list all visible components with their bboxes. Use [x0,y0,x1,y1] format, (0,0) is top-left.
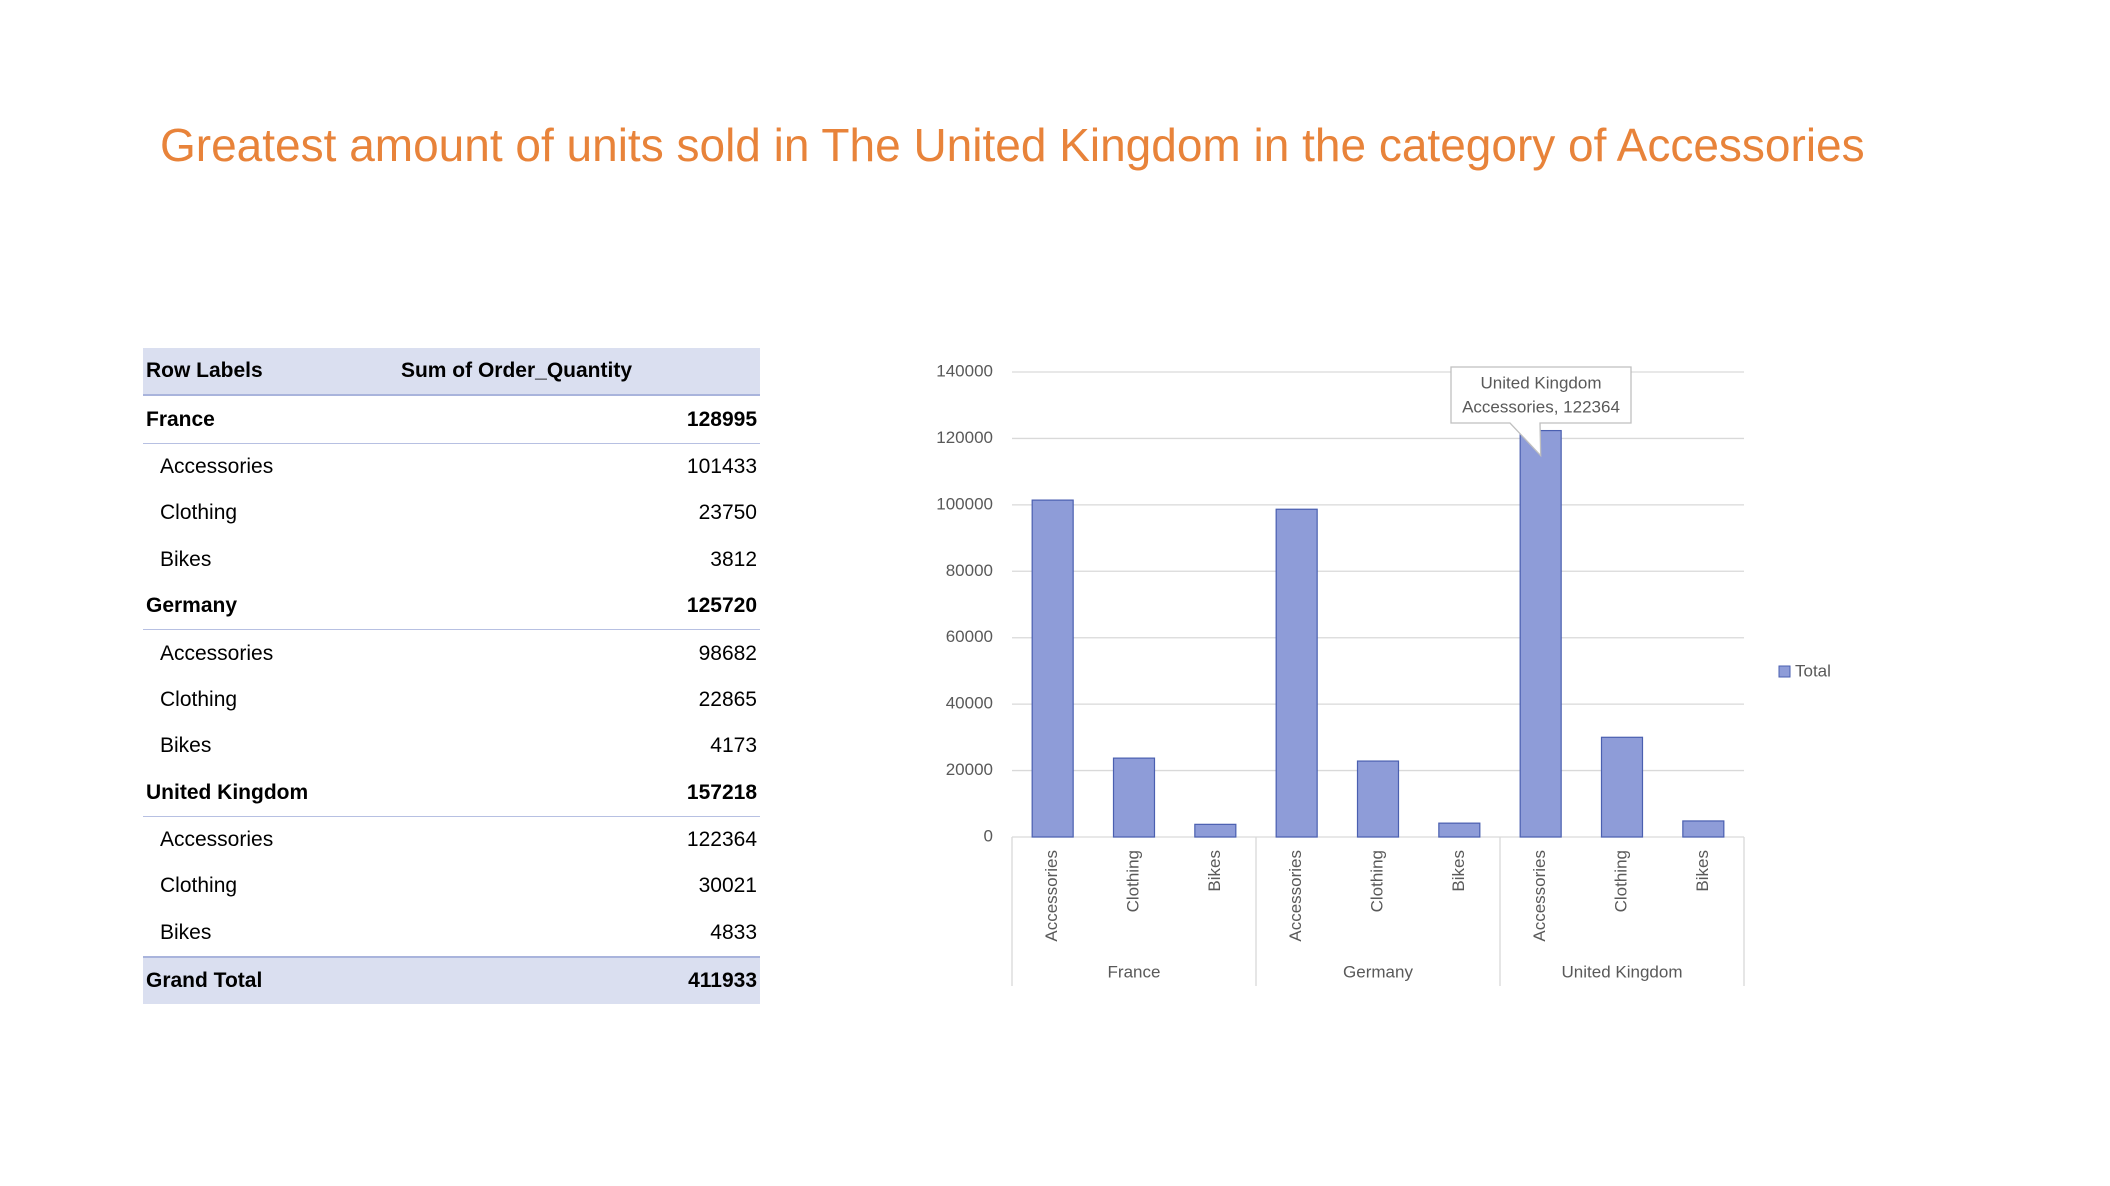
bar [1031,499,1074,838]
row-value: 23750 [698,501,757,525]
table-row: Row Labels Sum of Order_Quantity [143,348,760,397]
table-row: Bikes 4833 [143,910,760,957]
bar [1194,823,1237,838]
row-label: Grand Total [143,956,401,1005]
x-tick-label: Bikes [1205,850,1224,892]
y-tick-label: 60000 [946,627,993,646]
y-tick-label: 40000 [946,694,993,713]
bar [1682,820,1725,838]
x-tick-label: Accessories [1286,850,1305,942]
row-value: 411933 [400,956,760,1005]
x-tick-label: Clothing [1367,850,1386,912]
table-row: United Kingdom 157218 [143,769,760,817]
table-row: Clothing 23750 [143,490,760,536]
group-label: France [1108,962,1161,981]
row-value: 101433 [686,454,757,478]
bar [1519,429,1562,838]
legend-label: Total [1795,661,1831,680]
legend-swatch [1778,665,1791,678]
bar [1438,822,1481,838]
group-label: Germany [1343,962,1413,981]
row-label: France [143,395,401,444]
row-label: Accessories [160,641,274,665]
table-row: Accessories 101433 [143,443,760,490]
table-row: Grand Total 411933 [143,956,760,1005]
x-tick-label: Clothing [1611,850,1630,912]
bar [1356,760,1400,838]
table-row: Clothing 22865 [143,677,760,723]
row-label: Accessories [160,828,274,852]
row-label: Clothing [160,687,238,711]
y-tick-label: 100000 [936,494,993,513]
row-label: Germany [143,582,401,631]
callout-box [1450,366,1632,458]
bar [1600,736,1644,838]
callout-text: Accessories, 122364 [1462,397,1620,416]
row-label: Accessories [160,454,274,478]
group-label: United Kingdom [1562,962,1683,981]
row-label: Clothing [160,874,238,898]
table-row: France 128995 [143,395,760,444]
x-tick-label: Accessories [1530,850,1549,942]
row-value: 4833 [710,920,757,944]
row-value: 125720 [400,582,760,631]
row-value: 98682 [698,641,757,665]
table-row: Clothing 30021 [143,863,760,909]
bar [1112,757,1156,838]
row-value: 128995 [400,395,760,444]
row-label: Bikes [160,547,212,571]
row-label: Clothing [160,501,238,525]
row-value: 122364 [686,828,757,852]
y-tick-label: 0 [984,826,993,845]
row-value: 3812 [710,547,757,571]
row-value: 157218 [400,769,760,817]
row-label: Bikes [160,734,212,758]
table-row: Bikes 3812 [143,537,760,583]
bar [1275,508,1318,838]
row-value: 4173 [710,734,757,758]
y-tick-label: 80000 [946,561,993,580]
y-tick-label: 20000 [946,760,993,779]
x-tick-label: Accessories [1042,850,1061,942]
row-value: 22865 [698,687,757,711]
row-label: United Kingdom [143,769,401,817]
table-row: Germany 125720 [143,582,760,631]
y-tick-label: 140000 [936,361,993,380]
x-tick-label: Bikes [1449,850,1468,892]
table-row: Accessories 122364 [143,816,760,863]
row-label: Row Labels [143,348,401,397]
row-label: Bikes [160,920,212,944]
callout-text: United Kingdom [1481,373,1602,392]
row-value: Sum of Order_Quantity [400,348,760,397]
x-tick-label: Clothing [1123,850,1142,912]
x-tick-label: Bikes [1693,850,1712,892]
pivot-table: Row Labels Sum of Order_Quantity France 128… [143,348,760,1005]
table-row: Bikes 4173 [143,723,760,769]
slide-title: Greatest amount of units sold in The Uni… [160,119,1865,171]
table-row: Accessories 98682 [143,630,760,677]
y-tick-label: 120000 [936,428,993,447]
row-value: 30021 [698,874,757,898]
